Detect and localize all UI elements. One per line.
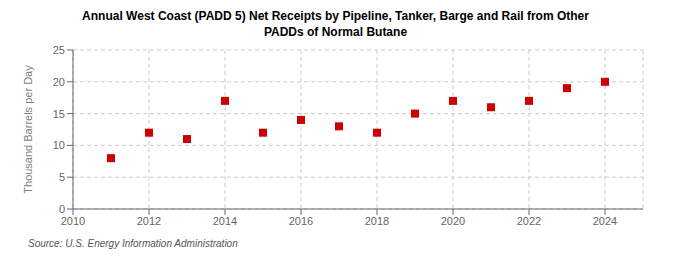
html-text:Annual West Coast (PADD 5) Net: Annual West Coast (PADD 5) Net Receipts … xyxy=(82,9,589,23)
svg-text:2024: 2024 xyxy=(593,215,617,227)
svg-text:0: 0 xyxy=(59,203,65,215)
svg-text:2018: 2018 xyxy=(365,215,389,227)
svg-text:2020: 2020 xyxy=(441,215,465,227)
svg-text:15: 15 xyxy=(53,108,65,120)
svg-text:2016: 2016 xyxy=(289,215,313,227)
svg-text:5: 5 xyxy=(59,171,65,183)
svg-text:10: 10 xyxy=(53,139,65,151)
html-text:PADDs of Normal Butane: PADDs of Normal Butane xyxy=(263,25,408,39)
svg-text:2014: 2014 xyxy=(213,215,237,227)
svg-text:Thousand Barrels per Day: Thousand Barrels per Day xyxy=(22,65,34,194)
html-text:Source: U.S. Energy Informatio: Source: U.S. Energy Information Administ… xyxy=(28,238,238,249)
svg-text:2022: 2022 xyxy=(517,215,541,227)
svg-text:2010: 2010 xyxy=(61,215,85,227)
svg-text:25: 25 xyxy=(53,44,65,56)
svg-text:20: 20 xyxy=(53,76,65,88)
svg-text:2012: 2012 xyxy=(137,215,161,227)
